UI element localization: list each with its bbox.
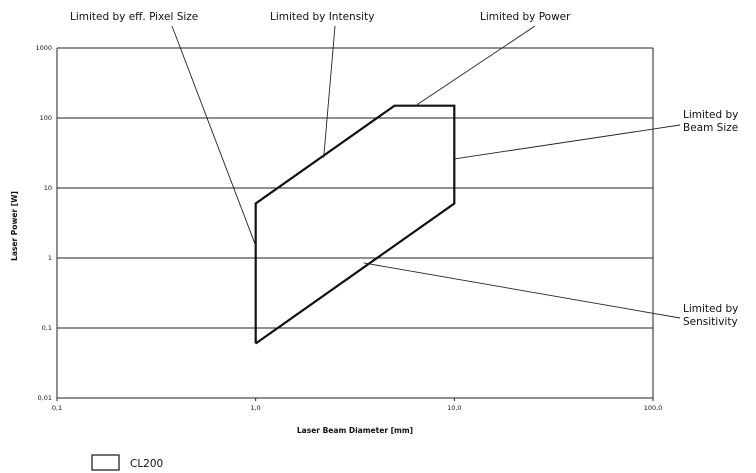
annotations: Limited by eff. Pixel Size Limited by Int… (70, 11, 738, 328)
annotation-leaders (171, 25, 681, 319)
x-tick-label: 100,0 (644, 404, 663, 412)
y-tick-label: 100 (40, 114, 52, 122)
annotation-label: Limited by Sensitivity (683, 303, 738, 328)
x-axis-label: Laser Beam Diameter [mm] (297, 426, 413, 435)
x-tick-labels: 0,1 1,0 10,0 100,0 (52, 404, 662, 412)
y-axis-label: Laser Power [W] (10, 191, 19, 261)
annotation-label: Limited by Power (480, 11, 571, 23)
x-tick-label: 10,0 (447, 404, 461, 412)
grid (57, 47, 653, 399)
series-layer (254, 104, 456, 345)
y-tick-label: 0,1 (42, 324, 52, 332)
series-boundary (254, 104, 456, 345)
annotation-label: Limited by Intensity (270, 11, 374, 23)
annotation-label: Limited by eff. Pixel Size (70, 11, 198, 23)
annotation-leader (171, 25, 257, 246)
y-tick-label: 1000 (35, 44, 52, 52)
annotation-leader (454, 124, 681, 160)
annotation-leader (323, 25, 336, 158)
y-tick-label: 10 (44, 184, 52, 192)
legend-swatch (91, 454, 120, 471)
annotation-leader (416, 25, 536, 106)
axes (56, 48, 654, 401)
y-tick-labels: 0,01 0,1 1 10 100 1000 (35, 44, 52, 402)
annotation-label: Limited by Beam Size (683, 109, 738, 134)
legend-label: CL200 (130, 458, 163, 470)
y-tick-label: 0,01 (38, 394, 52, 402)
y-tick-label: 1 (48, 254, 52, 262)
x-tick-label: 0,1 (52, 404, 62, 412)
x-tick-label: 1,0 (250, 404, 260, 412)
annotation-leader (363, 262, 681, 319)
